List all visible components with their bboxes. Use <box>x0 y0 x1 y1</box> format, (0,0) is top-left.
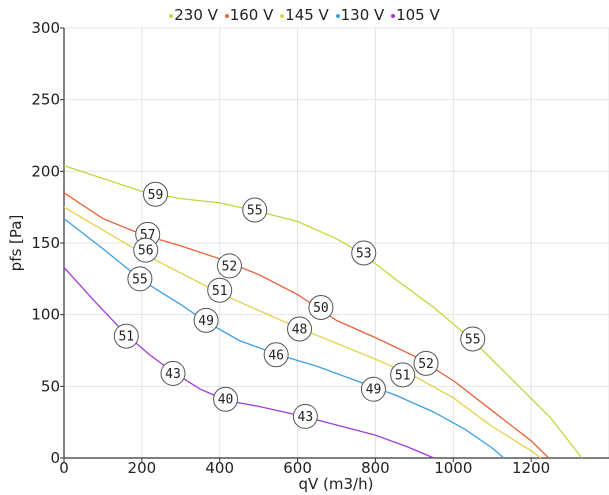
legend-dot-icon <box>391 13 396 18</box>
legend-label: 230 V <box>174 6 218 24</box>
marker-circle <box>390 362 416 388</box>
series-line-4 <box>63 266 435 459</box>
y-tick-label: 300 <box>31 19 60 37</box>
y-tick-label: 100 <box>31 306 60 324</box>
marker-label: 46 <box>268 348 284 363</box>
x-tick-label: 0 <box>59 459 69 477</box>
legend-label: 105 V <box>396 6 440 24</box>
marker-circle <box>213 386 239 412</box>
marker-label: 50 <box>313 301 329 316</box>
marker-label: 51 <box>395 368 411 383</box>
x-tick-label: 1200 <box>512 459 550 477</box>
y-axis-label: pfs [Pa] <box>7 215 25 272</box>
marker-circle <box>292 403 318 429</box>
marker-circle <box>142 181 168 207</box>
marker-circle <box>351 240 377 266</box>
y-tick-label: 50 <box>41 377 60 395</box>
marker-label: 43 <box>165 367 181 382</box>
marker-label: 55 <box>465 333 481 348</box>
marker-label: 49 <box>366 383 382 398</box>
marker-label: 51 <box>118 330 134 345</box>
legend-dot-icon <box>280 13 285 18</box>
marker-circle <box>413 350 439 376</box>
marker-circle <box>127 266 153 292</box>
marker-circle <box>460 326 486 352</box>
marker-circle <box>263 342 289 368</box>
marker-circle <box>207 277 233 303</box>
legend-item-230v: 230 V <box>169 6 218 24</box>
marker-label: 52 <box>418 357 434 372</box>
legend-item-160v: 160 V <box>224 6 274 24</box>
marker-circle <box>308 295 334 320</box>
marker-label: 53 <box>356 247 372 262</box>
y-tick-label: 250 <box>31 91 60 109</box>
chart-legend: 230 V 160 V 145 V 130 V 105 V <box>0 6 609 24</box>
marker-circle <box>193 307 219 333</box>
marker-label: 52 <box>222 259 238 274</box>
marker-label: 59 <box>148 188 164 203</box>
x-tick-label: 800 <box>361 459 390 477</box>
x-tick-label: 400 <box>205 459 234 477</box>
marker-circle <box>360 376 386 402</box>
marker-circle <box>242 197 268 223</box>
marker-label: 56 <box>138 244 154 259</box>
x-axis-label: qV (m3/h) <box>299 475 374 493</box>
legend-label: 130 V <box>340 6 385 24</box>
marker-circle <box>287 316 313 342</box>
legend-item-145v: 145 V <box>280 6 329 24</box>
marker-label: 43 <box>298 410 314 425</box>
legend-item-105v: 105 V <box>391 6 440 24</box>
marker-label: 51 <box>212 284 228 299</box>
legend-label: 160 V <box>229 6 274 24</box>
marker-label: 40 <box>218 393 234 408</box>
y-tick-label: 200 <box>31 162 60 180</box>
legend-label: 145 V <box>285 6 329 24</box>
marker-circle <box>133 237 159 263</box>
legend-item-130v: 130 V <box>335 6 385 24</box>
marker-label: 49 <box>198 314 214 329</box>
x-tick-label: 600 <box>283 459 312 477</box>
marker-circle <box>160 360 186 386</box>
legend-dot-icon <box>335 13 340 18</box>
marker-label: 48 <box>292 323 308 338</box>
marker-label: 55 <box>132 272 148 287</box>
legend-dot-icon <box>224 13 229 18</box>
legend-dot-icon <box>169 13 174 18</box>
marker-label: 55 <box>247 204 263 219</box>
y-tick-label: 0 <box>50 449 60 467</box>
x-tick-label: 200 <box>128 459 157 477</box>
y-tick-label: 150 <box>31 234 60 252</box>
x-tick-label: 1000 <box>434 459 472 477</box>
marker-circle <box>216 253 242 279</box>
axes: 0 50 100 150 200 250 300 0 200 400 600 800 1000 1200 <box>31 19 609 477</box>
marker-circle <box>113 323 139 349</box>
